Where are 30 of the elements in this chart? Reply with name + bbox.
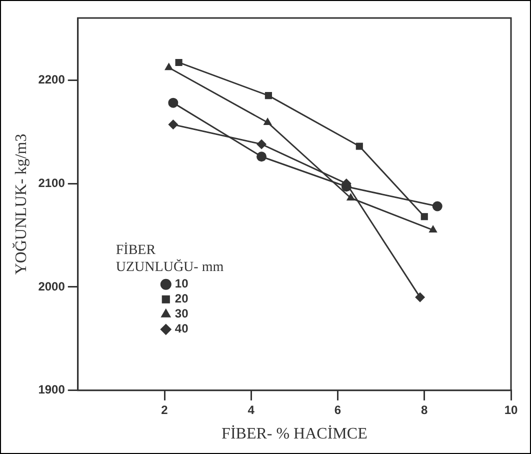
y-axis-title: YOĞUNLUK- kg/m3	[12, 134, 30, 275]
point	[168, 120, 178, 130]
point	[264, 92, 272, 100]
point	[263, 117, 272, 125]
x-tick-label: 6	[334, 402, 342, 417]
y-tick-label: 2100	[38, 176, 66, 190]
point	[346, 192, 356, 200]
x-tick-label: 8	[421, 402, 428, 417]
x-tick-label: 2	[161, 402, 168, 417]
point	[256, 139, 267, 150]
point	[256, 152, 267, 162]
point	[415, 292, 426, 302]
point	[168, 98, 178, 108]
point	[420, 213, 428, 220]
point	[356, 142, 363, 150]
point	[164, 62, 174, 70]
legend-title: FİBER UZUNLUĞU- mm	[116, 242, 224, 276]
legend-label: 20	[174, 292, 189, 306]
point	[432, 201, 442, 212]
x-tick-label: 4	[248, 402, 255, 417]
y-tick-label: 2000	[38, 279, 66, 294]
y-tick-label: 2200	[38, 72, 66, 86]
x-tick-label: 10	[504, 402, 518, 417]
point	[428, 225, 438, 233]
point	[175, 58, 182, 66]
y-tick-label: 1900	[38, 382, 66, 397]
legend-label: 40	[174, 322, 189, 336]
legend-label: 30	[174, 306, 189, 321]
x-axis-title: FİBER- % HACİMCE	[222, 424, 368, 443]
legend-label: 10	[174, 276, 189, 291]
